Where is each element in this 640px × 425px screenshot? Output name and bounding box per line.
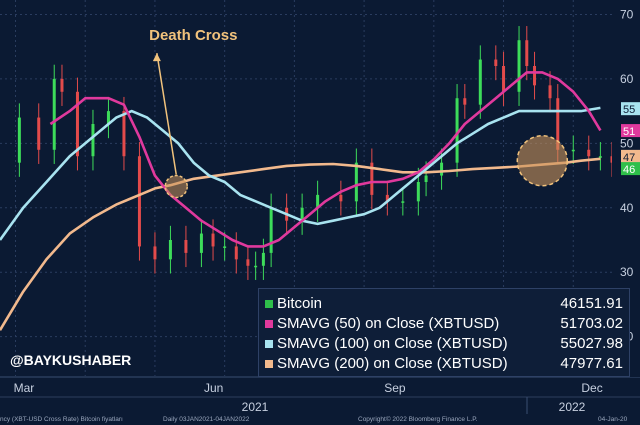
death-cross-arrow-shaft bbox=[156, 52, 177, 175]
series-line-sma-2 bbox=[0, 106, 601, 241]
bitcoin-candle-39 bbox=[533, 66, 537, 86]
bitcoin-candle-16 bbox=[234, 246, 238, 260]
footer-bar: ncy (XBT-USD Cross Rate) Bitcoin fiyatla… bbox=[0, 414, 640, 425]
bitcoin-candle-11 bbox=[168, 240, 172, 260]
bitcoin-candle-15 bbox=[223, 246, 227, 248]
footer-source-label: ncy (XBT-USD Cross Rate) Bitcoin fiyatla… bbox=[0, 416, 123, 423]
series-line-sma-1 bbox=[49, 71, 602, 248]
legend-swatch-bitcoin bbox=[265, 300, 273, 308]
bitcoin-candle-38 bbox=[525, 40, 529, 66]
price-tag-bg-0 bbox=[621, 162, 640, 176]
year-label-2022: 2022 bbox=[559, 400, 586, 414]
y-tick-label-70: 70 bbox=[620, 7, 634, 21]
bitcoin-candle-41 bbox=[556, 98, 560, 150]
price-tag-label-3: 47 bbox=[623, 152, 635, 164]
bitcoin-candle-28 bbox=[401, 201, 405, 203]
bitcoin-candle-3 bbox=[52, 78, 56, 150]
x-tick-label-mar: Mar bbox=[14, 381, 35, 395]
footer-date: 04-Jan-20 bbox=[598, 416, 628, 423]
bitcoin-candle-37 bbox=[517, 40, 521, 92]
bitcoin-candle-12 bbox=[184, 240, 188, 253]
bitcoin-candle-22 bbox=[300, 207, 304, 221]
bitcoin-candle-14 bbox=[211, 233, 215, 247]
bitcoin-candle-42 bbox=[571, 149, 575, 152]
x-tick-label-sep: Sep bbox=[384, 381, 406, 395]
bitcoin-candle-40 bbox=[548, 85, 552, 99]
legend-value-sma200: 47977.61 bbox=[560, 355, 623, 372]
legend-label-sma200: SMAVG (200) on Close (XBTUSD) bbox=[277, 355, 508, 372]
legend-swatch-sma100 bbox=[265, 340, 273, 348]
legend-swatch-sma200 bbox=[265, 360, 273, 368]
bitcoin-candle-27 bbox=[385, 194, 389, 202]
footer-date-range: Daily 03JAN2021-04JAN2022 bbox=[163, 416, 250, 423]
bitcoin-candle-35 bbox=[494, 59, 498, 66]
bitcoin-candle-19 bbox=[261, 252, 265, 266]
series-line-sma-3 bbox=[0, 157, 601, 331]
legend-label-bitcoin: Bitcoin bbox=[277, 295, 323, 312]
bitcoin-candle-13 bbox=[199, 233, 203, 253]
legend-label-sma50: SMAVG (50) on Close (XBTUSD) bbox=[277, 315, 500, 332]
legend-label-sma100: SMAVG (100) on Close (XBTUSD) bbox=[277, 335, 508, 352]
y-tick-label-30: 30 bbox=[620, 265, 634, 279]
footer-copyright: Copyright© 2022 Bloomberg Finance L.P. bbox=[358, 416, 478, 423]
x-tick-label-jun: Jun bbox=[204, 381, 223, 395]
bitcoin-candle-18 bbox=[254, 265, 258, 268]
price-tag-bg-1 bbox=[621, 124, 640, 138]
bitcoin-candle-25 bbox=[354, 162, 358, 202]
bitcoin-candle-31 bbox=[440, 162, 444, 176]
chart-annotation-layer: Death Cross bbox=[149, 27, 569, 199]
legend-value-sma100: 55027.98 bbox=[560, 335, 623, 352]
watermark: @BAYKUSHABER bbox=[10, 352, 132, 368]
bitcoin-candle-43 bbox=[587, 149, 591, 157]
price-tag-label-1: 51 bbox=[623, 126, 635, 138]
price-tag-bg-2 bbox=[621, 102, 640, 116]
price-tag-label-0: 46 bbox=[623, 164, 635, 176]
x-axis-band bbox=[0, 377, 640, 414]
bitcoin-candle-7 bbox=[106, 111, 110, 124]
bitcoin-candle-24 bbox=[339, 194, 343, 202]
y-tick-label-50: 50 bbox=[620, 136, 634, 150]
bitcoin-candle-30 bbox=[424, 175, 428, 182]
bitcoin-candle-29 bbox=[416, 182, 420, 202]
bitcoin-candle-44 bbox=[598, 156, 602, 158]
legend-entry-sma100: SMAVG (100) on Close (XBTUSD) 55027.98 bbox=[265, 335, 623, 355]
bitcoin-candle-26 bbox=[370, 162, 374, 195]
bitcoin-candle-32 bbox=[455, 98, 459, 163]
chart-legend: Bitcoin 46151.91 SMAVG (50) on Close (XB… bbox=[258, 288, 630, 377]
recent-cross-highlight bbox=[516, 134, 569, 187]
legend-swatch-sma50 bbox=[265, 320, 273, 328]
death-cross-label: Death Cross bbox=[149, 27, 237, 44]
bitcoin-candle-17 bbox=[246, 259, 250, 266]
y-tick-label-40: 40 bbox=[620, 201, 634, 215]
bitcoin-candle-23 bbox=[316, 194, 320, 208]
legend-value-sma50: 51703.02 bbox=[560, 315, 623, 332]
bitcoin-candle-8 bbox=[122, 111, 126, 157]
x-tick-label-dec: Dec bbox=[581, 381, 602, 395]
legend-entry-sma50: SMAVG (50) on Close (XBTUSD) 51703.02 bbox=[265, 315, 623, 335]
bitcoin-candle-20 bbox=[269, 207, 273, 253]
y-tick-label-60: 60 bbox=[620, 72, 634, 86]
bitcoin-candle-1 bbox=[17, 117, 21, 163]
bitcoin-candle-36 bbox=[502, 66, 506, 92]
legend-entry-sma200: SMAVG (200) on Close (XBTUSD) 47977.61 bbox=[265, 355, 623, 375]
price-tag-bg-3 bbox=[621, 149, 640, 163]
legend-entry-bitcoin: Bitcoin 46151.91 bbox=[265, 295, 623, 315]
bitcoin-candle-5 bbox=[75, 91, 79, 157]
bitcoin-candle-2 bbox=[37, 117, 41, 150]
bitcoin-candle-34 bbox=[478, 59, 482, 105]
year-label-2021: 2021 bbox=[242, 400, 269, 414]
legend-value-bitcoin: 46151.91 bbox=[560, 295, 623, 312]
bitcoin-candle-10 bbox=[153, 246, 157, 260]
bitcoin-candle-6 bbox=[91, 124, 95, 157]
chart-series-layer bbox=[0, 26, 614, 331]
bitcoin-candle-4 bbox=[60, 78, 64, 92]
death-cross-marker bbox=[164, 174, 188, 199]
bitcoin-candle-33 bbox=[463, 98, 467, 105]
bitcoin-candle-9 bbox=[137, 156, 141, 247]
price-tag-label-2: 55 bbox=[623, 104, 635, 116]
death-cross-arrowhead bbox=[152, 53, 161, 62]
